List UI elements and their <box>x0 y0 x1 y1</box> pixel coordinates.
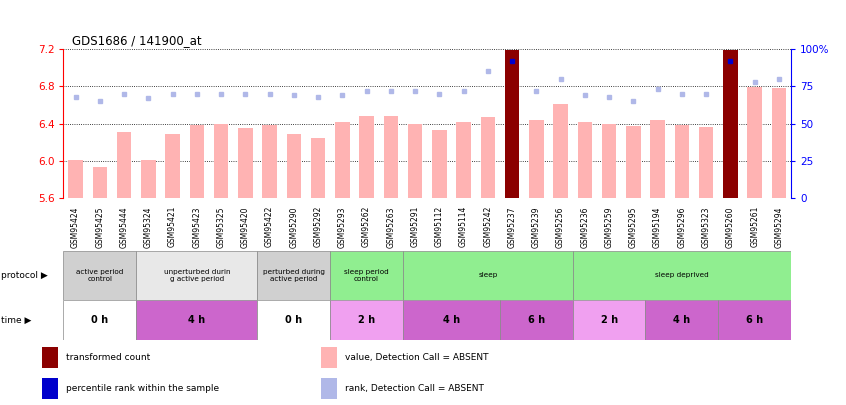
Bar <box>747 87 762 198</box>
Bar <box>321 347 337 368</box>
Bar <box>42 378 58 399</box>
Bar <box>651 120 665 198</box>
Bar <box>165 134 180 198</box>
Text: perturbed during
active period: perturbed during active period <box>263 269 325 282</box>
Bar <box>330 300 403 340</box>
Bar <box>456 122 471 198</box>
Bar <box>42 347 58 368</box>
Text: 6 h: 6 h <box>746 315 763 325</box>
Bar <box>573 251 791 300</box>
Bar <box>529 120 544 198</box>
Bar <box>190 126 204 198</box>
Bar <box>626 126 640 198</box>
Bar <box>500 300 573 340</box>
Bar <box>262 126 277 198</box>
Bar <box>63 251 136 300</box>
Bar <box>214 124 228 198</box>
Text: 6 h: 6 h <box>528 315 545 325</box>
Bar <box>335 122 349 198</box>
Bar <box>674 126 689 198</box>
Bar <box>136 300 257 340</box>
Bar <box>257 251 330 300</box>
Bar <box>505 51 519 198</box>
Text: protocol ▶: protocol ▶ <box>1 271 47 280</box>
Text: unperturbed durin
g active period: unperturbed durin g active period <box>163 269 230 282</box>
Text: transformed count: transformed count <box>66 353 151 362</box>
Text: 2 h: 2 h <box>601 315 618 325</box>
Bar <box>718 300 791 340</box>
Bar <box>321 378 337 399</box>
Bar <box>69 160 83 198</box>
Text: rank, Detection Call = ABSENT: rank, Detection Call = ABSENT <box>345 384 484 393</box>
Bar <box>92 166 107 198</box>
Bar <box>432 130 447 198</box>
Bar <box>481 117 495 198</box>
Bar <box>645 300 718 340</box>
Bar <box>63 300 136 340</box>
Text: sleep: sleep <box>478 273 497 278</box>
Bar <box>287 134 301 198</box>
Text: 4 h: 4 h <box>443 315 460 325</box>
Text: GDS1686 / 141900_at: GDS1686 / 141900_at <box>72 34 201 47</box>
Bar <box>772 88 786 198</box>
Bar <box>310 138 326 198</box>
Text: time ▶: time ▶ <box>1 315 31 324</box>
Text: 2 h: 2 h <box>358 315 375 325</box>
Bar <box>117 132 131 198</box>
Bar <box>602 124 617 198</box>
Text: sleep period
control: sleep period control <box>344 269 389 282</box>
Text: 0 h: 0 h <box>91 315 108 325</box>
Text: value, Detection Call = ABSENT: value, Detection Call = ABSENT <box>345 353 489 362</box>
Bar <box>408 124 422 198</box>
Bar <box>257 300 330 340</box>
Bar <box>403 300 500 340</box>
Text: percentile rank within the sample: percentile rank within the sample <box>66 384 219 393</box>
Bar <box>238 128 253 198</box>
Bar <box>136 251 257 300</box>
Bar <box>578 122 592 198</box>
Bar <box>330 251 403 300</box>
Text: 4 h: 4 h <box>189 315 206 325</box>
Bar <box>383 116 398 198</box>
Bar <box>699 127 713 198</box>
Text: active period
control: active period control <box>76 269 124 282</box>
Bar <box>403 251 573 300</box>
Bar <box>573 300 645 340</box>
Bar <box>553 104 568 198</box>
Text: 0 h: 0 h <box>285 315 302 325</box>
Bar <box>360 116 374 198</box>
Text: sleep deprived: sleep deprived <box>655 273 709 278</box>
Bar <box>141 160 156 198</box>
Bar <box>723 51 738 198</box>
Text: 4 h: 4 h <box>673 315 690 325</box>
